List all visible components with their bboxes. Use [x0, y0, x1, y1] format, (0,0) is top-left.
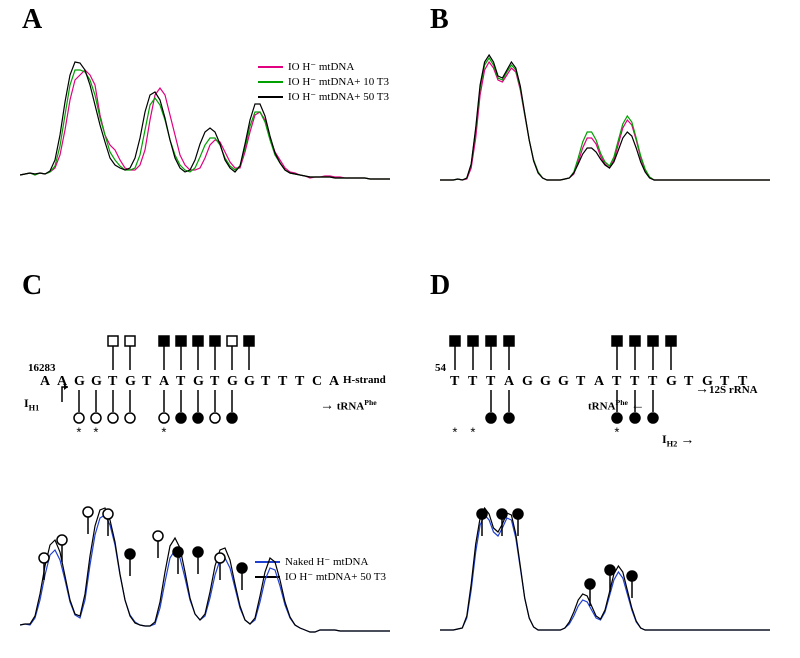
sequence-letter: A — [329, 374, 339, 390]
sequence-letter: T — [612, 374, 621, 390]
star-marker: * — [469, 426, 477, 441]
sequence-letter: T — [576, 374, 585, 390]
star-marker: * — [160, 426, 168, 441]
sequence-letter: T — [142, 374, 151, 390]
sequence-letter: T — [486, 374, 495, 390]
sequence-letter: G — [522, 374, 533, 390]
sequence-letter: T — [720, 374, 729, 390]
sequence-letter: T — [738, 374, 747, 390]
sequence-letter: A — [504, 374, 514, 390]
sequence-letter: T — [468, 374, 477, 390]
sequence-letter: G — [227, 374, 238, 390]
sequence-diagram-d: 54 tRNAPhe ← →12S rRNA IH2 → TTTAGGGTATT… — [440, 320, 780, 470]
sequence-letter: T — [278, 374, 287, 390]
sequence-diagram-c: 16283 H-strand IH1 → tRNAPhe AAGGTGTATGT… — [30, 320, 410, 470]
sequence-letter: G — [540, 374, 551, 390]
sequence-letter: T — [648, 374, 657, 390]
sequence-letter: T — [210, 374, 219, 390]
position-label: 54 — [435, 362, 446, 374]
sequence-letter: T — [295, 374, 304, 390]
sequence-letter: G — [91, 374, 102, 390]
sequence-letter: T — [261, 374, 270, 390]
sequence-letter: T — [684, 374, 693, 390]
panel-label-a: A — [22, 4, 42, 36]
sequence-letter: A — [57, 374, 67, 390]
sequence-letter: G — [125, 374, 136, 390]
sequence-letter: A — [594, 374, 604, 390]
ih2-label: IH2 → — [662, 432, 694, 448]
chart-panel-a — [20, 40, 390, 200]
position-label: 16283 — [28, 362, 56, 374]
sequence-letter: G — [74, 374, 85, 390]
sequence-letter: G — [558, 374, 569, 390]
sequence-letter: A — [40, 374, 50, 390]
panel-label-d: D — [430, 270, 450, 302]
sequence-letter: T — [176, 374, 185, 390]
hstrand-label: H-strand — [343, 374, 386, 386]
trna-label: tRNAPhe ← — [588, 398, 645, 415]
trna-label: → tRNAPhe — [320, 398, 377, 415]
star-marker: * — [75, 426, 83, 441]
panel-label-b: B — [430, 4, 449, 36]
sequence-letter: G — [702, 374, 713, 390]
sequence-letter: G — [244, 374, 255, 390]
sequence-letter: T — [450, 374, 459, 390]
chart-panel-b — [440, 40, 770, 200]
sequence-letter: A — [159, 374, 169, 390]
sequence-letter: T — [108, 374, 117, 390]
ih1-label: IH1 — [24, 396, 39, 412]
sequence-letter: G — [666, 374, 677, 390]
chart-panel-d — [440, 490, 770, 650]
panel-label-c: C — [22, 270, 42, 302]
sequence-letter: T — [630, 374, 639, 390]
star-marker: * — [451, 426, 459, 441]
star-marker: * — [613, 426, 621, 441]
sequence-letter: C — [312, 374, 322, 390]
chart-panel-c — [20, 490, 390, 650]
sequence-letter: G — [193, 374, 204, 390]
star-marker: * — [92, 426, 100, 441]
